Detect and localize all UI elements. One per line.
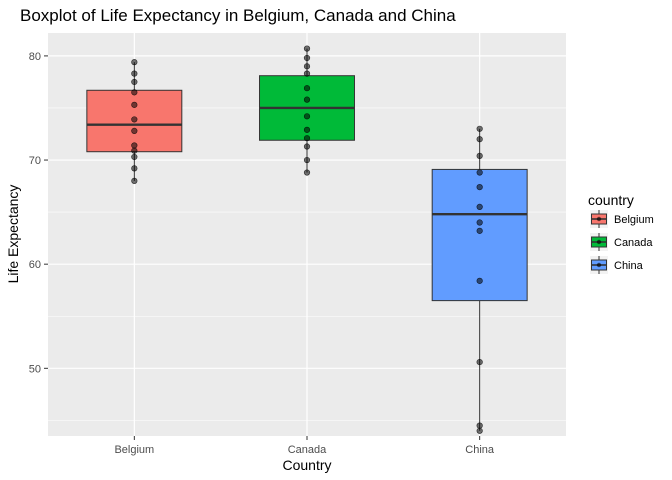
data-point [303,126,311,133]
y-axis-title: Life Expectancy [5,185,21,284]
data-point [303,45,311,52]
data-point [131,116,138,123]
data-point [303,70,311,77]
data-point [476,152,483,159]
data-point [476,169,483,176]
point-layer [131,45,483,434]
data-point [476,227,483,234]
y-tick-label: 80 [29,51,41,63]
data-point [476,136,483,143]
legend-key-point [596,239,602,245]
data-point [476,184,483,191]
data-point [476,427,483,434]
data-point [131,89,138,96]
data-point [476,203,483,211]
data-point [303,113,311,120]
data-point [303,135,311,142]
data-point [303,96,311,103]
data-point [476,358,483,366]
legend-key-point [596,216,602,222]
data-point [476,277,483,284]
data-point [131,177,138,184]
legend-key-point [596,262,602,268]
legend-title: country [588,192,634,208]
y-tick-label: 60 [29,259,41,271]
y-axis: 50 60 70 80 [29,51,48,375]
data-point [131,147,138,154]
data-point [131,78,138,86]
legend-item-belgium: Belgium [590,210,654,228]
legend-item-canada: Canada [590,233,653,251]
data-point [303,63,311,70]
data-point [131,153,138,161]
legend: country Belgium Canada China [588,192,654,274]
data-point [476,422,483,429]
data-point [131,70,138,77]
legend-label: Canada [614,237,653,249]
data-point [131,127,138,134]
data-point [303,156,311,164]
x-tick-label: Canada [288,444,327,456]
x-tick-label: Belgium [114,444,154,456]
data-point [476,125,483,132]
data-point [131,101,138,108]
data-point [303,85,311,92]
legend-label: Belgium [614,214,654,226]
chart-title: Boxplot of Life Expectancy in Belgium, C… [20,6,456,25]
data-point [303,169,311,176]
y-tick-label: 70 [29,155,41,167]
data-point [303,143,311,150]
data-point [131,142,138,149]
data-point [303,54,311,62]
y-tick-label: 50 [29,363,41,375]
x-axis: Belgium Canada China [114,436,495,456]
legend-label: China [614,260,644,272]
legend-item-china: China [590,256,644,274]
data-point [131,165,138,172]
x-tick-label: China [465,444,495,456]
x-axis-title: Country [282,457,331,473]
data-point [476,219,483,226]
legend-items: Belgium Canada China [590,210,654,274]
data-point [131,59,138,66]
